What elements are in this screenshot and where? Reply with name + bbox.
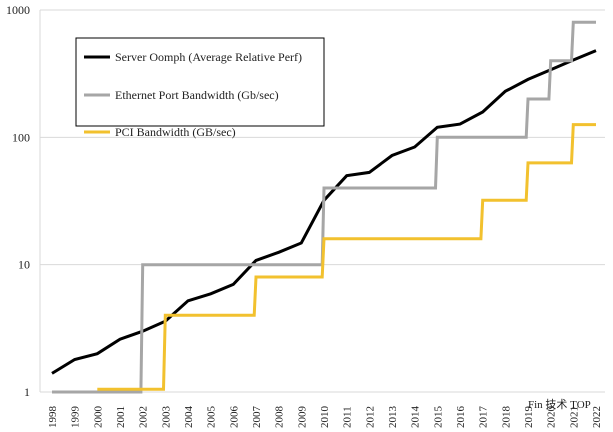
x-tick-labels: 1998 1999 2000 2001 2002 2003 2004 2005 2006 2007… bbox=[47, 405, 603, 428]
x-tick-label: 2008 bbox=[274, 406, 286, 429]
x-tick-label: 2012 bbox=[364, 406, 376, 428]
x-tick-label: 1998 bbox=[47, 406, 59, 429]
x-tick-label: 2014 bbox=[410, 406, 422, 429]
y-tick-label: 1 bbox=[24, 385, 30, 399]
x-tick-label: 2018 bbox=[500, 405, 512, 428]
legend: Server Oomph (Average Relative Perf) Eth… bbox=[75, 37, 325, 139]
x-tick-label: 2005 bbox=[206, 406, 218, 429]
gridlines bbox=[39, 9, 605, 393]
x-tick-label: 2019 bbox=[523, 406, 535, 429]
x-tick-label: 2010 bbox=[319, 406, 331, 429]
x-tick-label: 2022 bbox=[591, 406, 603, 428]
x-tick-label: 2006 bbox=[228, 406, 240, 429]
x-tick-label: 2017 bbox=[478, 406, 490, 429]
y-tick-label: 100 bbox=[12, 130, 30, 144]
series-line-2 bbox=[97, 123, 596, 391]
x-tick-label: 2015 bbox=[432, 406, 444, 429]
legend-box bbox=[75, 37, 325, 127]
y-tick-label: 1000 bbox=[6, 3, 30, 17]
legend-label-ethernet: Ethernet Port Bandwidth (Gb/sec) bbox=[115, 88, 279, 102]
x-tick-label: 2002 bbox=[138, 406, 150, 428]
x-tick-label: 2013 bbox=[387, 406, 399, 429]
x-tick-label: 2003 bbox=[160, 406, 172, 429]
y-tick-label: 10 bbox=[18, 258, 30, 272]
x-tick-label: 2007 bbox=[251, 406, 263, 429]
x-tick-label: 2001 bbox=[115, 406, 127, 428]
series-lines bbox=[51, 20, 597, 394]
legend-label-pci: PCI Bandwidth (GB/sec) bbox=[115, 125, 236, 139]
x-tick-label: 1999 bbox=[70, 406, 82, 429]
series-line-1 bbox=[52, 20, 596, 394]
x-tick-label: 2016 bbox=[455, 406, 467, 429]
y-tick-labels: 1 10 100 1000 bbox=[6, 3, 30, 399]
x-tick-label: 2021 bbox=[568, 406, 580, 428]
legend-label-server-oomph: Server Oomph (Average Relative Perf) bbox=[115, 50, 302, 64]
x-tick-label: 2004 bbox=[183, 406, 195, 429]
x-tick-label: 2011 bbox=[342, 406, 354, 428]
x-tick-label: 2020 bbox=[546, 406, 558, 429]
watermark-text: Fin 技术 TOP bbox=[528, 398, 591, 411]
x-tick-label: 2000 bbox=[92, 406, 104, 429]
x-tick-label: 2009 bbox=[296, 406, 308, 429]
